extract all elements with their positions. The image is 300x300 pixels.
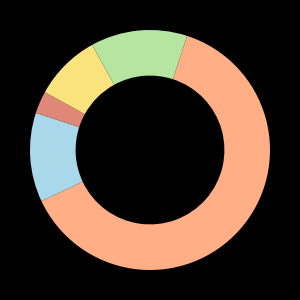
Wedge shape	[41, 36, 270, 270]
Wedge shape	[36, 92, 85, 127]
Wedge shape	[92, 30, 187, 85]
Wedge shape	[30, 113, 83, 201]
Wedge shape	[45, 45, 114, 114]
